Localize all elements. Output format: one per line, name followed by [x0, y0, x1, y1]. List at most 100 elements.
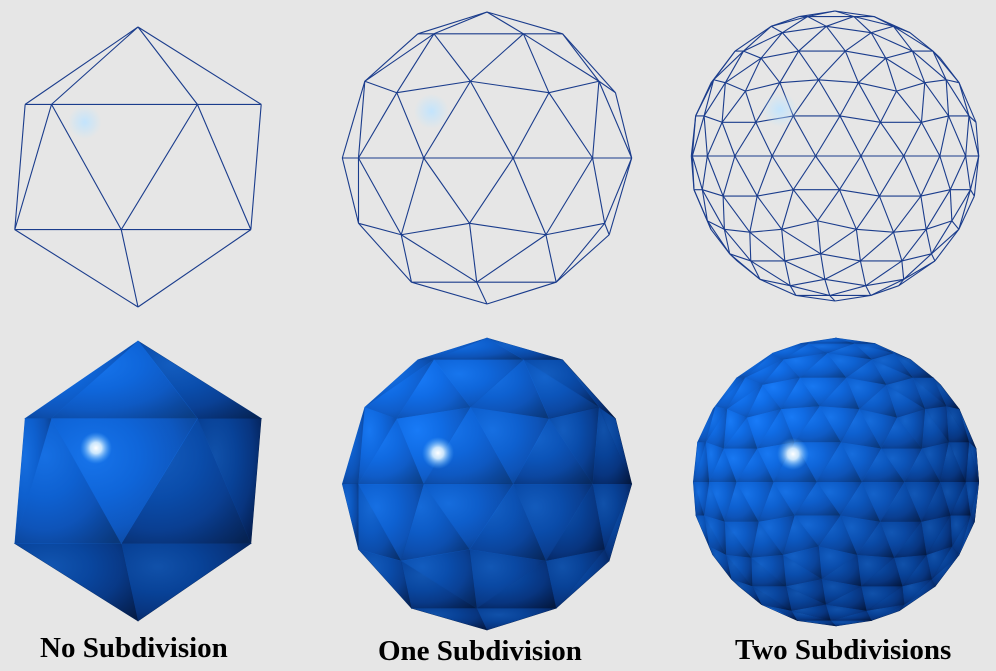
mesh-edge [958, 189, 971, 230]
mesh-edge [945, 79, 950, 116]
mesh-edge [417, 11, 488, 35]
mesh-edge [522, 33, 550, 93]
mesh-edge [755, 122, 773, 157]
mesh-edge [713, 50, 744, 81]
mesh-edge [789, 285, 797, 296]
mesh-edge [781, 228, 821, 255]
mesh-edge [757, 189, 794, 197]
mesh-edge [749, 231, 786, 262]
mesh-edge [925, 220, 953, 230]
mesh-edge [931, 228, 960, 255]
mesh-edge [798, 50, 819, 81]
mesh-edge [562, 33, 600, 82]
smooth-shading-overlay [14, 341, 262, 621]
mesh-edge [853, 15, 894, 27]
mesh-edge [824, 278, 866, 287]
mesh-edge [815, 115, 841, 157]
mesh-edge [968, 115, 980, 157]
mesh-edge [707, 220, 725, 230]
mesh-edge [824, 279, 831, 296]
mesh-edge [873, 16, 894, 27]
mesh-edge [469, 222, 546, 236]
mesh-edge [562, 33, 616, 94]
mesh-edge [924, 79, 947, 84]
mesh-edge [744, 90, 757, 123]
mesh-edge [939, 115, 950, 157]
mesh-edge [845, 32, 872, 52]
mesh-edge [555, 222, 606, 283]
mesh-edge [433, 33, 471, 82]
mesh-edge [760, 57, 781, 84]
mesh-edge [476, 234, 547, 283]
mesh-edge [750, 260, 761, 280]
mesh-edge [817, 189, 840, 222]
mesh-edge [920, 189, 951, 197]
mesh-edge [548, 92, 594, 159]
mesh-edge [958, 82, 977, 123]
mesh-edge [781, 220, 818, 230]
mesh-edge [930, 220, 953, 255]
mesh-edge [341, 81, 366, 159]
mesh-edge [901, 253, 932, 262]
mesh-edge [903, 122, 922, 157]
mesh-edge [713, 79, 726, 84]
mesh-edge [799, 10, 836, 18]
mesh-edge [839, 82, 859, 117]
mesh-edge [932, 50, 947, 81]
mesh-edge [759, 278, 797, 296]
mesh-edge [691, 155, 695, 190]
mesh-edge [839, 115, 862, 157]
mesh-edge [358, 222, 412, 283]
wireframe-highlight [414, 93, 450, 129]
mesh-edge [885, 58, 898, 92]
mesh-edge [817, 220, 822, 254]
shaded-icosahedron-no-subdivision [13, 340, 263, 622]
mesh-edge [792, 79, 819, 117]
mesh-edge [470, 33, 524, 82]
mesh-edge [703, 115, 723, 123]
mesh-edge [782, 16, 808, 34]
mesh-edge [364, 80, 397, 94]
mesh-edge [760, 50, 799, 59]
mesh-edge [829, 295, 836, 302]
mesh-edge [965, 155, 971, 190]
mesh-edge [592, 157, 606, 224]
mesh-edge [839, 115, 881, 123]
mesh-edge [871, 25, 894, 34]
mesh-edge [51, 104, 122, 230]
mesh-edge [364, 33, 419, 82]
mesh-edge [756, 195, 783, 230]
mesh-edge [945, 79, 970, 117]
mesh-edge [781, 189, 794, 230]
mesh-edge [706, 155, 724, 197]
mesh-edge [743, 50, 762, 59]
mesh-edge [896, 90, 922, 123]
mesh-edge [433, 11, 488, 35]
mesh-edge [948, 115, 967, 157]
mesh-edge [858, 57, 887, 84]
mesh-edge [825, 25, 846, 52]
mesh-edge [486, 11, 524, 35]
mesh-edge [703, 79, 715, 117]
mesh-edge [703, 115, 708, 157]
mesh-edge [725, 57, 762, 84]
mesh-edge [396, 92, 425, 159]
mesh-edge [845, 50, 886, 59]
mesh-edge [545, 222, 605, 236]
caption-no-subdivision: No Subdivision [40, 632, 228, 664]
mesh-edge [820, 253, 826, 280]
mesh-edge [734, 155, 758, 197]
mesh-edge [878, 195, 895, 233]
mesh-edge [879, 90, 897, 123]
mesh-edge [396, 80, 471, 94]
mesh-edge [724, 228, 750, 233]
mesh-edge [826, 16, 854, 27]
mesh-edge [925, 189, 951, 230]
mesh-edge [749, 228, 782, 233]
mesh-edge [423, 80, 471, 159]
mesh-edge [358, 222, 402, 236]
mesh-edge [870, 32, 913, 52]
mesh-edge [784, 260, 826, 280]
